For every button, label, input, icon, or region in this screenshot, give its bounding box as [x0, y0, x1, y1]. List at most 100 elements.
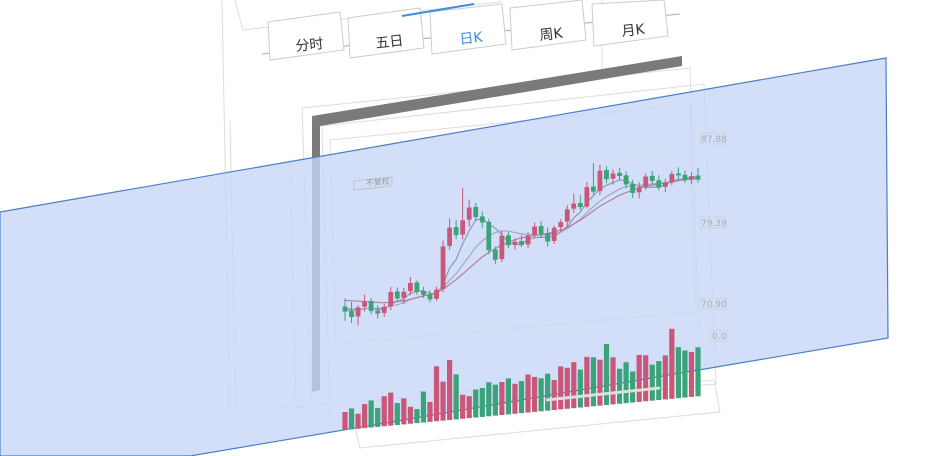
- tab-rik[interactable]: 日K: [429, 3, 507, 55]
- volume-bar: [355, 413, 361, 429]
- candle-body: [355, 307, 361, 317]
- volume-bar: [610, 357, 616, 405]
- candle: [643, 173, 649, 190]
- price-gridline-bottom: [339, 309, 701, 345]
- candle: [486, 218, 492, 255]
- candle: [689, 172, 694, 185]
- candle: [362, 294, 368, 312]
- candle: [551, 225, 557, 244]
- volume-bar: [407, 406, 413, 424]
- candle: [375, 305, 381, 319]
- candle-body: [643, 176, 649, 187]
- candle: [506, 232, 511, 249]
- volume-bar: [381, 396, 387, 427]
- price-gridline-top: [339, 141, 701, 177]
- candle: [610, 169, 616, 185]
- volume-bar: [636, 354, 642, 402]
- candle-body: [577, 203, 583, 208]
- volume-bar: [420, 391, 427, 423]
- candle: [682, 170, 688, 183]
- volume-bar: [388, 392, 394, 426]
- tab-zhouk[interactable]: 周K: [509, 0, 587, 51]
- candle: [453, 219, 459, 240]
- candle: [630, 179, 636, 199]
- volume-bar: [649, 364, 655, 401]
- tab-fenshi-box: [267, 11, 345, 61]
- candle-body: [656, 180, 662, 188]
- candle-body: [427, 294, 433, 300]
- price-tick-low: 70.90: [701, 300, 727, 310]
- tab-fenshi-label: 分时: [295, 36, 325, 55]
- candle-body: [610, 173, 616, 179]
- candle: [349, 301, 354, 324]
- volume-bar: [571, 362, 577, 409]
- candle: [440, 240, 446, 293]
- candle: [414, 280, 420, 295]
- volume-bar: [695, 347, 701, 397]
- candle: [427, 290, 433, 303]
- candle: [512, 238, 518, 250]
- volume-bar: [662, 355, 668, 400]
- candle-body: [532, 226, 537, 235]
- volume-bar: [348, 408, 355, 430]
- candle: [355, 305, 361, 326]
- price-tick-mid: 79.39: [701, 219, 727, 229]
- volume-bar: [616, 368, 623, 404]
- tab-fenshi[interactable]: 分时: [267, 11, 345, 61]
- candle: [342, 298, 348, 321]
- volume-bar: [394, 403, 400, 426]
- candle-body: [538, 226, 544, 235]
- candle: [460, 187, 466, 240]
- candle: [492, 246, 498, 264]
- volume-bar: [603, 344, 610, 406]
- candle-body: [551, 227, 557, 241]
- volume-bar: [669, 328, 675, 399]
- volume-bar: [538, 378, 544, 412]
- candle-body: [558, 222, 564, 228]
- candle: [656, 175, 662, 191]
- volume-bar: [630, 371, 636, 403]
- tab-yuek-label: 月K: [621, 22, 647, 40]
- volume-bar: [551, 380, 557, 411]
- candle-body: [564, 209, 570, 222]
- volume-bar: [558, 366, 564, 410]
- volume-bar: [564, 367, 570, 409]
- volume-bar: [623, 362, 629, 404]
- adjust-mode-badge[interactable]: 不复权: [353, 176, 393, 191]
- candlestick-series: [342, 163, 701, 326]
- tab-yuek[interactable]: 月K: [591, 0, 669, 47]
- tab-wuri[interactable]: 五日: [347, 7, 425, 59]
- candle: [407, 276, 413, 296]
- candle-body: [669, 174, 675, 183]
- candle-body: [689, 176, 694, 180]
- candle: [591, 163, 596, 195]
- volume-bar: [433, 366, 440, 422]
- volume-bar: [545, 373, 551, 411]
- candle-body: [571, 203, 577, 209]
- scroll-indicator[interactable]: [545, 386, 661, 402]
- candle-body: [414, 282, 420, 292]
- candle: [564, 205, 570, 227]
- volume-bar: [518, 381, 525, 414]
- candle-body: [584, 187, 590, 207]
- candle: [525, 232, 531, 249]
- candle: [368, 297, 374, 315]
- volume-bar: [486, 382, 492, 417]
- candle: [577, 194, 583, 211]
- candle: [388, 286, 394, 311]
- volume-bar: [525, 374, 531, 413]
- adjust-mode-label: 不复权: [365, 176, 390, 188]
- volume-bar: [688, 351, 695, 397]
- candle: [558, 219, 564, 233]
- candle-body: [662, 182, 668, 187]
- candle-body: [695, 175, 701, 180]
- volume-bar: [590, 357, 597, 407]
- candle: [447, 218, 452, 250]
- candle: [545, 227, 551, 247]
- volume-bars: [342, 328, 701, 430]
- volume-bar: [473, 389, 479, 418]
- tab-wuri-box: [347, 7, 425, 59]
- candle: [695, 167, 701, 183]
- volume-bar: [675, 347, 681, 399]
- candle-body: [630, 183, 636, 193]
